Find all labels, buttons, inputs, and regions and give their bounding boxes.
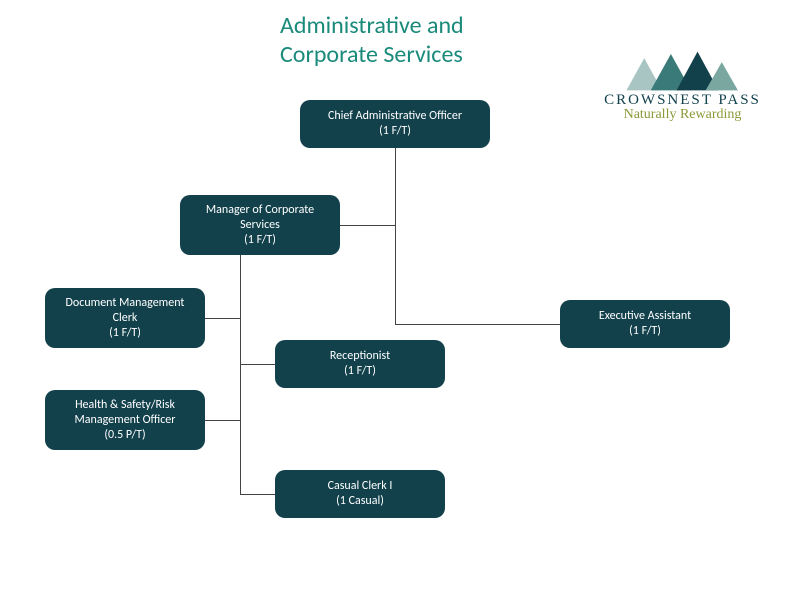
node-sub: (1 F/T) — [379, 124, 411, 139]
node-manager: Manager of Corporate Services (1 F/T) — [180, 195, 340, 255]
node-sub: (1 F/T) — [344, 364, 376, 379]
node-exec-assistant: Executive Assistant (1 F/T) — [560, 300, 730, 348]
node-label: Manager of Corporate Services — [188, 203, 332, 233]
brand-logo: CROWSNEST PASS Naturally Rewarding — [590, 50, 775, 123]
node-cao: Chief Administrative Officer (1 F/T) — [300, 100, 490, 148]
connector-line — [240, 364, 275, 365]
node-label: Document Management Clerk — [53, 296, 197, 326]
connector-line — [395, 324, 560, 325]
node-label: Receptionist — [330, 349, 390, 364]
node-sub: (0.5 P/T) — [104, 428, 145, 443]
node-label: Health & Safety/Risk Management Officer — [53, 398, 197, 428]
node-doc-clerk: Document Management Clerk (1 F/T) — [45, 288, 205, 348]
node-label: Casual Clerk I — [328, 479, 393, 494]
node-label: Chief Administrative Officer — [328, 109, 462, 124]
connector-line — [205, 420, 240, 421]
node-hs-officer: Health & Safety/Risk Management Officer … — [45, 390, 205, 450]
connector-line — [240, 494, 275, 495]
node-receptionist: Receptionist (1 F/T) — [275, 340, 445, 388]
node-sub: (1 F/T) — [244, 233, 276, 248]
node-label: Executive Assistant — [599, 309, 691, 324]
mountains-icon — [613, 50, 753, 92]
title-line1: Administrative and — [280, 11, 464, 40]
connector-line — [395, 148, 396, 324]
connector-line — [205, 318, 240, 319]
page-title: Administrative and Corporate Services — [280, 12, 464, 70]
node-sub: (1 F/T) — [629, 324, 661, 339]
node-casual-clerk: Casual Clerk I (1 Casual) — [275, 470, 445, 518]
node-sub: (1 F/T) — [109, 326, 141, 341]
brand-tagline: Naturally Rewarding — [590, 107, 775, 123]
connector-line — [340, 225, 395, 226]
connector-line — [240, 255, 241, 494]
title-line2: Corporate Services — [280, 40, 463, 69]
node-sub: (1 Casual) — [336, 494, 384, 509]
